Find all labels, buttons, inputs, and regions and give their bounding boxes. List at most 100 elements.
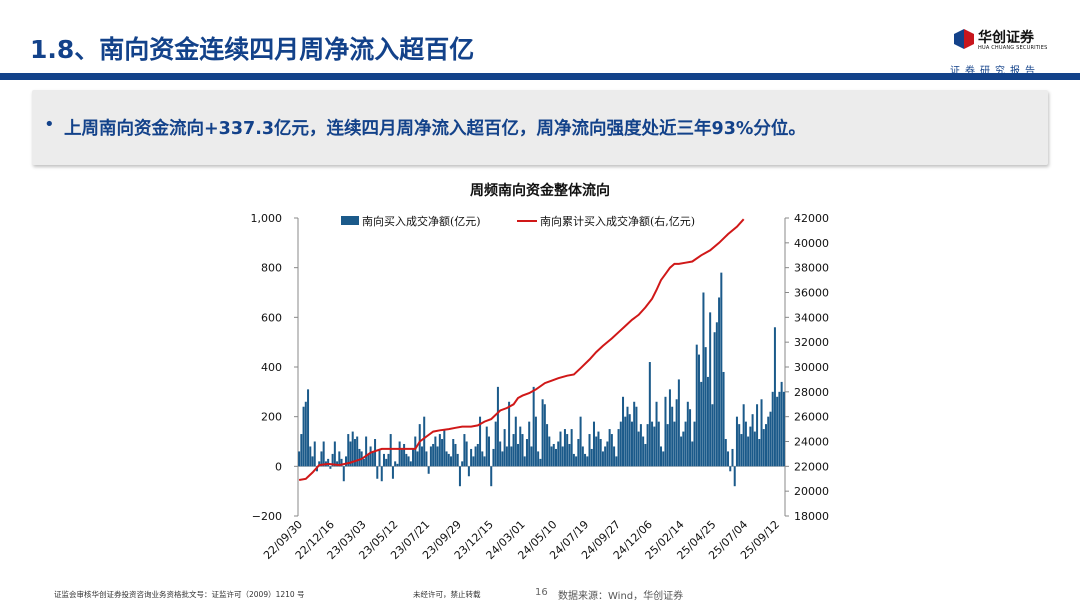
- flow-bar: [666, 424, 669, 467]
- right-tick-label: 36000: [794, 287, 829, 300]
- flow-bar: [474, 446, 477, 467]
- flow-bar: [445, 451, 448, 467]
- flow-bar: [637, 431, 640, 467]
- flow-bar: [760, 399, 763, 467]
- flow-bar: [465, 441, 468, 467]
- flow-bar: [771, 391, 774, 467]
- bar-series: [298, 272, 785, 487]
- right-tick-label: 38000: [794, 262, 829, 275]
- flow-bar: [747, 436, 750, 467]
- logo-mark-icon: [954, 29, 974, 49]
- flow-bar: [718, 297, 721, 467]
- flow-bar: [613, 446, 616, 467]
- flow-bar: [519, 426, 522, 467]
- flow-bar: [467, 466, 470, 477]
- flow-bar: [592, 421, 595, 467]
- flow-bar: [342, 466, 345, 482]
- page-title: 1.8、南向资金连续四月周净流入超百亿: [30, 35, 475, 64]
- flow-bar: [525, 439, 528, 467]
- flow-bar: [715, 322, 718, 467]
- flow-bar: [302, 406, 305, 467]
- left-tick-label: −200: [252, 510, 282, 523]
- flow-bar: [738, 424, 741, 467]
- left-tick-label: 400: [261, 361, 282, 374]
- legend: 南向买入成交净额(亿元) 南向累计买入成交净额(右,亿元): [341, 214, 695, 228]
- footer-license: 证监会审核华创证券投资咨询业务资格批文号：证监许可（2009）1210 号: [54, 590, 305, 599]
- flow-bar: [521, 434, 524, 467]
- flow-bar: [537, 451, 540, 467]
- legend-line-label: 南向累计买入成交净额(右,亿元): [540, 214, 695, 228]
- flow-bar: [662, 451, 665, 467]
- flow-bar: [762, 429, 765, 467]
- flow-bar: [561, 446, 564, 467]
- flow-bar: [751, 414, 754, 467]
- flow-bar: [548, 436, 551, 467]
- flow-bar: [628, 414, 631, 467]
- flow-bar: [523, 456, 526, 467]
- flow-bar: [720, 272, 723, 467]
- flow-bar: [322, 441, 325, 467]
- flow-bar: [443, 429, 446, 467]
- flow-bar: [409, 461, 412, 467]
- flow-bar: [648, 362, 651, 467]
- flow-bar: [709, 312, 712, 467]
- flow-bar: [432, 443, 435, 467]
- flow-bar: [586, 456, 589, 467]
- flow-bar: [706, 376, 709, 467]
- flow-bar: [318, 461, 321, 467]
- flow-bar: [320, 451, 323, 467]
- flow-bar: [327, 458, 330, 467]
- flow-bar: [543, 404, 546, 467]
- flow-bar: [546, 424, 549, 467]
- flow-bar: [572, 453, 575, 467]
- flow-bar: [570, 429, 573, 467]
- flow-bar: [412, 448, 415, 467]
- left-tick-label: 0: [275, 460, 282, 473]
- flow-bar: [313, 441, 316, 467]
- summary-bullet: •: [44, 114, 55, 135]
- flow-bar: [387, 453, 390, 467]
- flow-bar: [382, 453, 385, 467]
- flow-bar: [369, 446, 372, 467]
- flow-bar: [405, 453, 408, 467]
- flow-bar: [563, 429, 566, 467]
- flow-bar: [610, 434, 613, 467]
- logo: 华创证券 HUA CHUANG SECURITIES: [954, 27, 1054, 57]
- flow-bar: [727, 451, 730, 467]
- flow-bar: [311, 456, 314, 467]
- flow-bar: [575, 456, 578, 467]
- flow-bar: [539, 458, 542, 467]
- flow-bar: [566, 434, 569, 467]
- flow-bar: [407, 456, 410, 467]
- flow-bar: [753, 431, 756, 467]
- right-tick-label: 42000: [794, 212, 829, 225]
- flow-bar: [512, 434, 515, 467]
- right-tick-label: 28000: [794, 386, 829, 399]
- flow-bar: [418, 424, 421, 467]
- flow-bar: [713, 332, 716, 467]
- right-axis-ticks: 18000 20000 22000 24000 26000 28000 30000 32000…: [785, 212, 829, 523]
- flow-bar: [396, 463, 399, 467]
- flow-bar: [389, 434, 392, 467]
- flow-bar: [427, 466, 430, 474]
- right-tick-label: 32000: [794, 336, 829, 349]
- flow-chart: 周频南向资金整体流向 −200 0 200 400 600 800 1,000 18000 2…: [251, 182, 830, 562]
- flow-bar: [764, 424, 767, 467]
- flow-bar: [758, 439, 761, 467]
- flow-bar: [476, 443, 479, 467]
- flow-bar: [557, 441, 560, 467]
- flow-bar: [508, 401, 511, 467]
- flow-bar: [702, 292, 705, 467]
- flow-bar: [398, 441, 401, 467]
- flow-bar: [700, 381, 703, 467]
- flow-bar: [742, 404, 745, 467]
- flow-bar: [429, 446, 432, 467]
- flow-bar: [617, 429, 620, 467]
- flow-bar: [584, 453, 587, 467]
- flow-bar: [693, 421, 696, 467]
- flow-bar: [695, 344, 698, 467]
- flow-bar: [653, 426, 656, 467]
- flow-bar: [604, 446, 607, 467]
- cumulative-line-series: [298, 218, 745, 481]
- flow-bar: [619, 421, 622, 467]
